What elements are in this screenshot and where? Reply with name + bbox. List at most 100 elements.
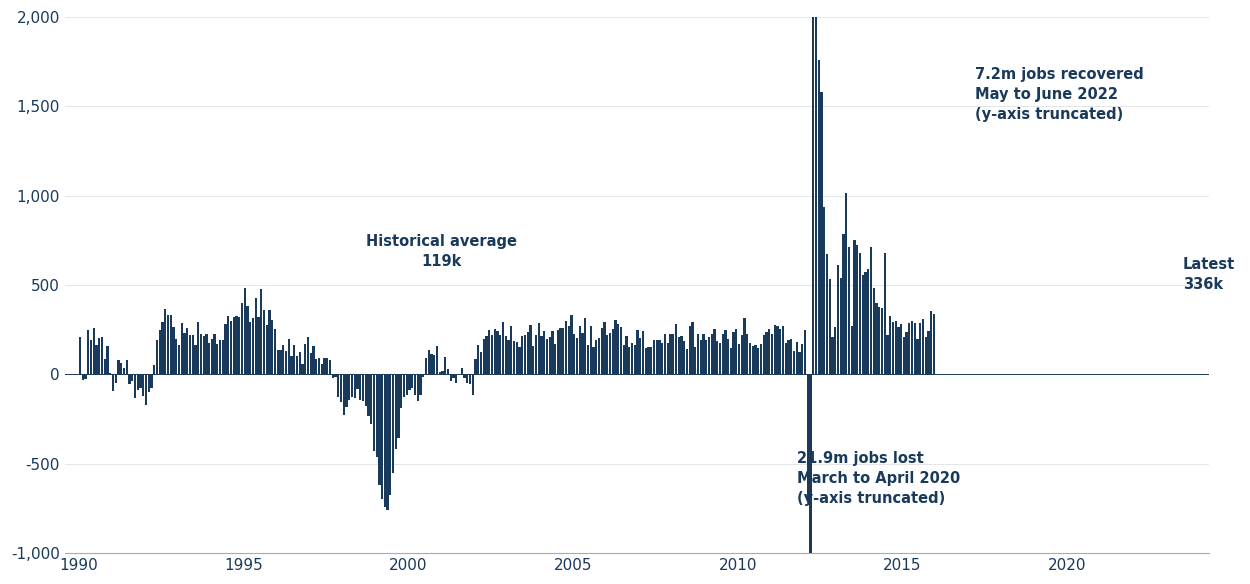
Bar xyxy=(219,339,221,374)
Bar xyxy=(228,316,230,374)
Bar xyxy=(106,346,109,374)
Bar xyxy=(444,357,446,374)
Bar xyxy=(840,279,841,374)
Bar xyxy=(448,369,449,374)
Bar xyxy=(246,306,249,374)
Bar xyxy=(848,247,850,374)
Bar xyxy=(474,359,476,374)
Bar xyxy=(636,330,639,374)
Bar xyxy=(372,374,375,451)
Bar xyxy=(672,334,674,374)
Bar xyxy=(680,336,682,374)
Bar xyxy=(749,343,751,374)
Bar xyxy=(909,323,910,374)
Bar xyxy=(361,374,364,401)
Bar xyxy=(95,345,98,374)
Bar xyxy=(886,335,889,374)
Bar xyxy=(930,311,932,374)
Bar xyxy=(351,374,352,397)
Bar xyxy=(216,344,219,374)
Bar xyxy=(724,330,726,374)
Bar xyxy=(751,346,754,374)
Bar xyxy=(744,318,746,374)
Bar xyxy=(104,359,106,374)
Bar xyxy=(579,326,581,374)
Bar xyxy=(368,374,370,416)
Bar xyxy=(260,289,262,374)
Bar xyxy=(556,330,559,374)
Bar xyxy=(150,374,152,388)
Bar xyxy=(285,351,288,374)
Bar xyxy=(532,346,534,374)
Bar xyxy=(521,336,524,374)
Bar xyxy=(812,17,815,374)
Text: Latest
336k: Latest 336k xyxy=(1182,257,1235,292)
Bar xyxy=(318,358,320,374)
Bar xyxy=(129,374,130,384)
Bar xyxy=(615,320,616,374)
Bar xyxy=(441,371,444,374)
Bar xyxy=(88,331,90,374)
Bar xyxy=(90,339,92,374)
Bar xyxy=(466,374,469,383)
Bar xyxy=(381,374,384,499)
Bar xyxy=(826,255,828,374)
Bar xyxy=(461,368,462,374)
Bar xyxy=(771,334,774,374)
Bar xyxy=(818,60,820,374)
Bar xyxy=(386,374,389,510)
Bar xyxy=(721,335,724,374)
Bar xyxy=(109,373,111,374)
Bar xyxy=(678,337,680,374)
Bar xyxy=(822,207,825,374)
Bar xyxy=(622,345,625,374)
Bar xyxy=(375,374,378,457)
Bar xyxy=(122,368,125,374)
Bar xyxy=(694,347,696,374)
Bar xyxy=(689,326,691,374)
Bar xyxy=(854,241,855,374)
Bar xyxy=(258,317,260,374)
Text: 7.2m jobs recovered
May to June 2022
(y-axis truncated): 7.2m jobs recovered May to June 2022 (y-… xyxy=(975,67,1144,121)
Bar xyxy=(326,358,329,374)
Bar xyxy=(815,17,818,374)
Bar xyxy=(395,374,398,449)
Bar xyxy=(496,331,499,374)
Bar xyxy=(792,350,795,374)
Bar xyxy=(400,374,402,408)
Bar xyxy=(606,335,609,374)
Bar xyxy=(455,374,458,384)
Bar xyxy=(409,374,411,391)
Bar xyxy=(898,328,900,374)
Bar xyxy=(269,310,271,374)
Bar xyxy=(595,340,598,374)
Bar xyxy=(700,340,701,374)
Bar xyxy=(118,360,120,374)
Bar xyxy=(184,333,185,374)
Bar xyxy=(878,307,880,374)
Bar xyxy=(434,354,435,374)
Bar xyxy=(755,345,756,374)
Bar xyxy=(99,338,100,374)
Bar xyxy=(648,347,650,374)
Bar xyxy=(919,322,921,374)
Bar xyxy=(540,336,542,374)
Bar xyxy=(891,322,894,374)
Bar xyxy=(716,341,719,374)
Bar xyxy=(338,374,339,397)
Bar xyxy=(728,339,729,374)
Bar xyxy=(546,339,548,374)
Bar xyxy=(584,318,586,374)
Bar xyxy=(703,334,705,374)
Bar xyxy=(804,329,806,374)
Bar xyxy=(392,374,394,473)
Bar xyxy=(189,335,191,374)
Bar xyxy=(491,335,492,374)
Bar xyxy=(485,336,488,374)
Bar xyxy=(895,321,896,374)
Bar xyxy=(560,328,561,374)
Bar xyxy=(280,350,281,374)
Bar xyxy=(230,321,232,374)
Bar xyxy=(488,329,490,374)
Bar xyxy=(655,340,658,374)
